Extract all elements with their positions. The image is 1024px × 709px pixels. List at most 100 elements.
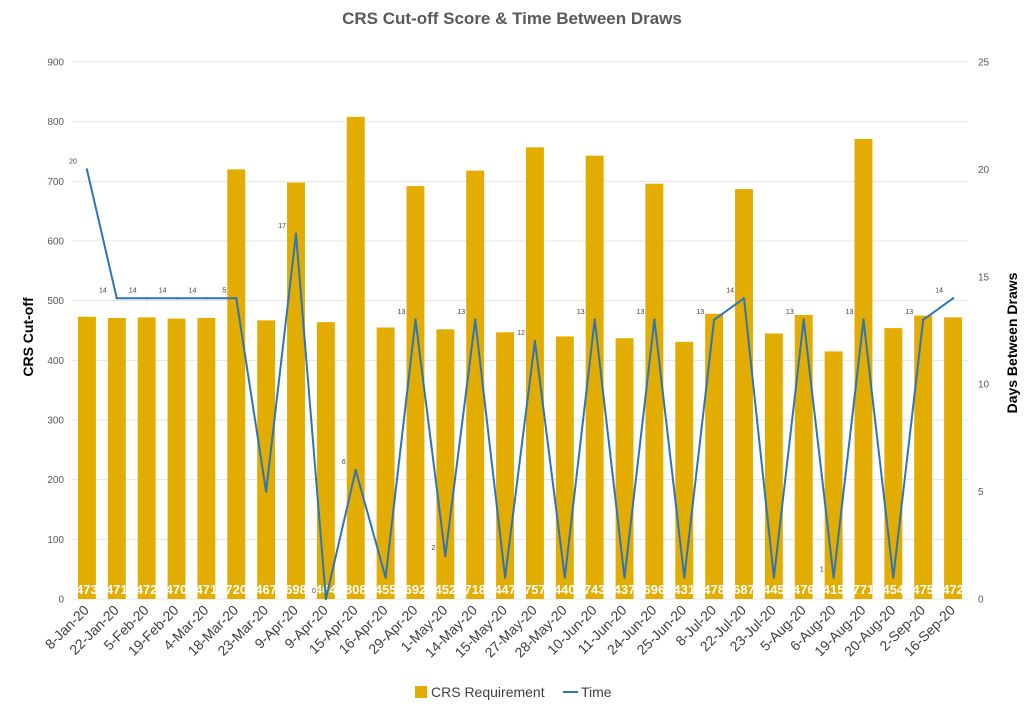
time-point: [533, 340, 537, 343]
bar: [257, 320, 276, 599]
bar: [705, 313, 724, 599]
left-axis-title: CRS Cut-off: [20, 297, 36, 377]
left-axis-tick-label: 700: [47, 177, 64, 188]
bar-data-label: 478: [703, 582, 725, 597]
time-point: [683, 576, 686, 579]
bar: [615, 338, 634, 599]
right-axis-tick-label: 20: [978, 165, 990, 176]
bar: [794, 314, 813, 599]
left-axis-tick-label: 900: [47, 58, 64, 69]
time-point: [145, 297, 148, 300]
bar-data-label: 452: [434, 582, 456, 597]
bar: [316, 322, 335, 599]
left-axis-tick-label: 300: [47, 416, 64, 427]
bar-data-label: 771: [853, 582, 875, 597]
line-data-label: 13: [637, 309, 645, 316]
time-point: [951, 297, 955, 300]
bar: [107, 317, 126, 599]
bar-data-label: 445: [763, 582, 785, 597]
bar-data-label: 464: [315, 582, 337, 597]
bar: [944, 317, 963, 599]
bar-data-label: 718: [464, 582, 486, 597]
time-point: [175, 297, 178, 300]
line-data-label: 14: [129, 287, 137, 294]
left-axis-ticks: 0 100 200 300 400 500 600 700 800 900: [47, 58, 64, 606]
bar-data-label: 431: [673, 582, 695, 597]
line-data-label: 13: [696, 309, 704, 316]
time-point: [115, 297, 119, 300]
time-point: [85, 168, 89, 171]
line-data-label: 6: [342, 459, 346, 466]
bar-data-label: 696: [644, 582, 666, 597]
right-axis-tick-label: 25: [978, 58, 990, 69]
line-data-label: 13: [846, 309, 854, 316]
line-data-label: 12: [517, 330, 525, 337]
line-data-label: 14: [935, 287, 943, 294]
bar-data-labels: 473 471 472 470 471 720 467 698 464 808 455 692 452 7…: [76, 582, 964, 597]
bar: [496, 332, 515, 599]
time-point: [324, 597, 328, 601]
bar: [824, 351, 843, 599]
bar-data-label: 440: [554, 582, 576, 597]
bar-data-label: 415: [823, 582, 845, 597]
line-series: [85, 168, 955, 601]
left-axis-tick-label: 600: [47, 237, 64, 248]
left-axis-tick-label: 200: [47, 475, 64, 486]
gridlines: [72, 61, 968, 600]
bar-data-label: 437: [614, 582, 636, 597]
time-point: [832, 576, 835, 579]
time-point: [593, 318, 596, 321]
left-axis-tick-label: 100: [47, 535, 64, 546]
line-data-label: 14: [189, 287, 197, 294]
left-axis-tick-label: 400: [47, 356, 64, 367]
bar: [436, 329, 455, 599]
line-data-label: 13: [577, 309, 585, 316]
bar: [764, 333, 783, 599]
time-point: [503, 576, 507, 579]
line-data-label: 13: [786, 309, 794, 316]
time-point: [414, 318, 417, 321]
bar: [346, 116, 365, 599]
bar-data-label: 808: [345, 582, 367, 597]
bar-data-label: 473: [76, 582, 98, 597]
right-axis-title: Days Between Draws: [1004, 272, 1020, 413]
time-point: [444, 554, 447, 558]
time-point: [205, 297, 208, 300]
right-axis-tick-label: 15: [978, 272, 990, 283]
line-data-label: 17: [278, 223, 286, 230]
bar-data-label: 471: [196, 582, 218, 597]
time-point: [264, 490, 268, 493]
time-point: [384, 576, 387, 579]
line-data-label: 1: [820, 567, 824, 574]
bar-data-label: 687: [733, 582, 755, 597]
bar-data-label: 720: [225, 582, 247, 597]
bar-data-label: 476: [793, 582, 815, 597]
bar: [735, 189, 753, 599]
time-point: [772, 576, 776, 579]
bar: [914, 315, 933, 599]
bar-data-label: 472: [136, 582, 158, 597]
bar-data-label: 471: [106, 582, 128, 597]
bar: [585, 155, 604, 599]
bar: [227, 169, 246, 599]
line-data-label: 14: [159, 287, 167, 294]
line-data-label: 5: [222, 287, 226, 294]
line-data-label: 13: [905, 309, 913, 316]
bar-data-label: 455: [375, 582, 397, 597]
time-point: [474, 318, 477, 321]
bar: [675, 341, 694, 599]
bar-data-label: 447: [494, 582, 516, 597]
bar-data-label: 467: [255, 582, 277, 597]
left-axis-tick-label: 500: [47, 296, 64, 307]
right-axis-tick-label: 0: [978, 595, 984, 606]
bar-data-label: 475: [912, 582, 934, 597]
bar-data-label: 472: [942, 582, 964, 597]
bar-data-label: 692: [405, 582, 427, 597]
bar: [854, 138, 873, 599]
chart-title: CRS Cut-off Score & Time Between Draws: [342, 9, 682, 28]
bar: [406, 186, 425, 599]
line-data-label: 20: [69, 158, 77, 165]
line-data-labels: 20 14 14 14 14 5 17 0 6 13 2 13 12 13 13 13 14 13 1 13 13 14: [69, 158, 943, 595]
legend-swatch-bar: [415, 686, 427, 698]
right-axis-ticks: 0 5 10 15 20 25: [978, 58, 990, 606]
